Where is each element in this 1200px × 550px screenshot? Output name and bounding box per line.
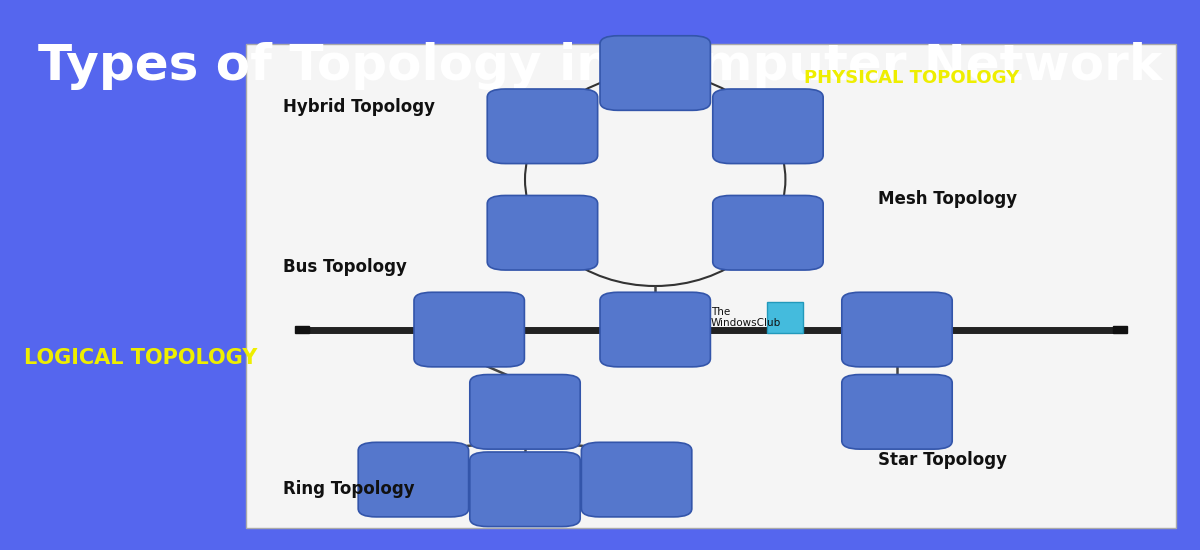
Text: Bus Topology: Bus Topology	[283, 257, 407, 276]
FancyBboxPatch shape	[414, 292, 524, 367]
Text: Types of Topology in Computer Network: Types of Topology in Computer Network	[38, 42, 1162, 90]
Text: The
WindowsClub: The WindowsClub	[710, 307, 781, 328]
FancyBboxPatch shape	[470, 452, 581, 526]
Text: Mesh Topology: Mesh Topology	[878, 190, 1018, 208]
FancyBboxPatch shape	[487, 89, 598, 163]
FancyBboxPatch shape	[246, 44, 1176, 528]
FancyBboxPatch shape	[358, 442, 468, 517]
Text: PHYSICAL TOPOLOGY: PHYSICAL TOPOLOGY	[804, 69, 1019, 87]
FancyBboxPatch shape	[1112, 326, 1128, 333]
Text: Ring Topology: Ring Topology	[283, 480, 415, 498]
FancyBboxPatch shape	[470, 375, 581, 449]
FancyBboxPatch shape	[600, 36, 710, 111]
FancyBboxPatch shape	[487, 195, 598, 270]
FancyBboxPatch shape	[600, 292, 710, 367]
Text: Hybrid Topology: Hybrid Topology	[283, 98, 436, 116]
FancyBboxPatch shape	[767, 302, 803, 333]
FancyBboxPatch shape	[713, 89, 823, 163]
FancyBboxPatch shape	[713, 195, 823, 270]
FancyBboxPatch shape	[841, 375, 952, 449]
FancyBboxPatch shape	[295, 326, 310, 333]
FancyBboxPatch shape	[841, 292, 952, 367]
Text: LOGICAL TOPOLOGY: LOGICAL TOPOLOGY	[24, 348, 257, 367]
Text: Star Topology: Star Topology	[878, 451, 1008, 469]
FancyBboxPatch shape	[582, 442, 692, 517]
